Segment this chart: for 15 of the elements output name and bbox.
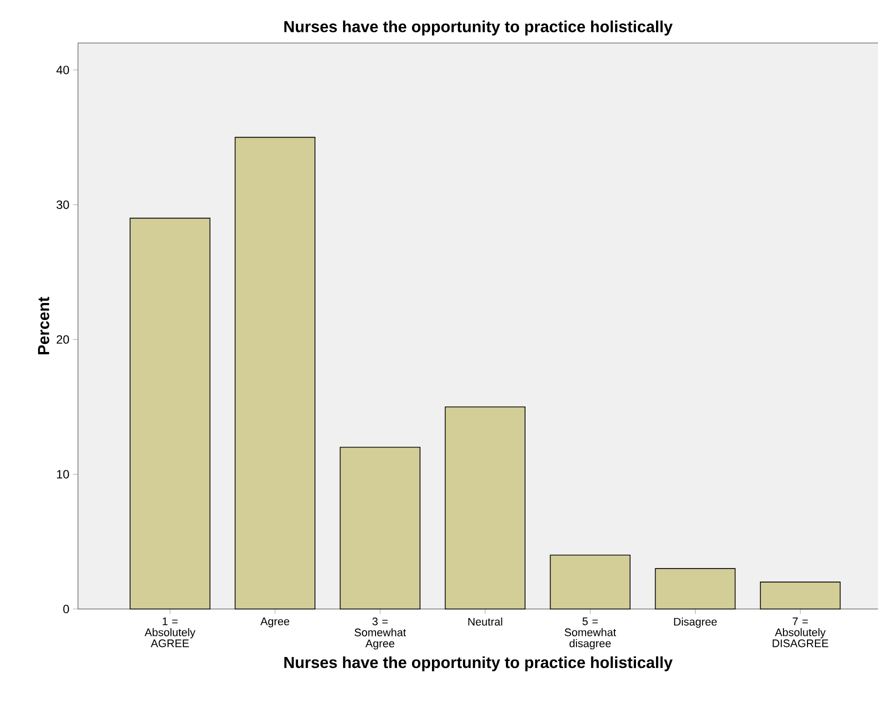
x-tick-label: 5 = Somewhat disagree [564,618,616,650]
y-tick-label: 20 [56,335,70,344]
x-tick-label: Disagree [674,618,717,628]
y-tick-label: 30 [56,200,70,209]
y-axis-title: Percent [38,296,50,354]
y-tick-label: 0 [63,604,70,614]
chart-title: Nurses have the opportunity to practice holistically [284,20,673,36]
x-tick-label: Neutral [468,618,502,626]
x-tick-label: 3 = Somewhat Agree [354,618,406,650]
y-tick-label: 10 [57,470,70,478]
x-tick-label: Agree [260,618,290,628]
x-tick-label: 7 = Absolutely DISAGREE [772,618,828,648]
y-tick-label: 40 [56,66,70,74]
x-tick-label: 1 = Absolutely AGREE [144,618,196,648]
x-axis-title: Nurses have the opportunity to practice holistically [284,656,673,672]
